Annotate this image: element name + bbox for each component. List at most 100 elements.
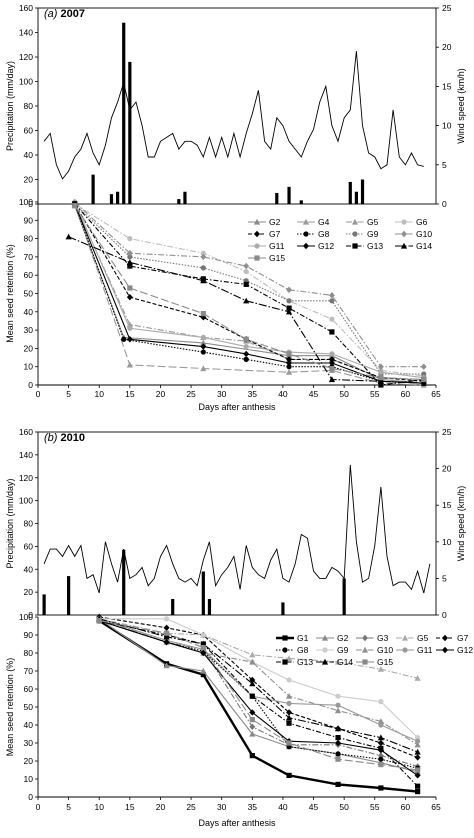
legend-marker-g11: [254, 243, 260, 249]
precip-bar: [207, 598, 212, 615]
precip-ytick-label: 20: [24, 587, 34, 597]
retention-xtick-label: 20: [156, 802, 166, 812]
series-point-g11: [243, 343, 249, 350]
retention-ytick-label: 60: [24, 270, 34, 280]
wind-ytick-label: 10: [442, 121, 452, 131]
retention-xtick-label: 40: [278, 802, 288, 812]
series-line-g11: [74, 201, 424, 379]
legend-label-g7: G7: [269, 229, 281, 239]
series-point-g4: [126, 361, 133, 368]
precip-ytick-label: 60: [24, 541, 34, 551]
wind-ylabel: Wind speed (km/h): [456, 486, 466, 562]
legend-label-g11: G11: [269, 241, 285, 251]
panel-label-b: (b): [44, 432, 61, 444]
series-point-g14: [420, 379, 427, 386]
precip-bar: [201, 571, 205, 615]
retention-ytick-label: 10: [24, 362, 34, 372]
series-point-g8: [121, 336, 127, 342]
legend-marker-g12: [442, 646, 448, 654]
series-point-g15: [378, 375, 384, 381]
series-line-g1: [98, 619, 418, 793]
retention-ytick-label: 50: [24, 702, 34, 712]
series-point-g6: [200, 250, 206, 256]
panel-year-a: 2007: [61, 8, 85, 20]
precip-ytick-label: 40: [24, 564, 34, 574]
legend-marker-g12: [303, 242, 309, 250]
panel-title-a: (a) 2007: [44, 8, 85, 20]
series-point-g8: [243, 356, 249, 362]
retention-xtick-label: 0: [36, 802, 41, 812]
precip-bar: [116, 191, 120, 204]
series-point-g10: [377, 363, 384, 370]
series-point-g15: [335, 756, 341, 762]
series-point-g10: [126, 250, 133, 257]
series-point-g10: [286, 286, 293, 294]
legend-marker-g14: [400, 242, 408, 249]
retention-xtick-label: 60: [401, 802, 411, 812]
legend-label-g13: G13: [367, 241, 383, 251]
retention-ylabel: Mean seed retention (%): [5, 658, 15, 757]
series-line-g11: [99, 618, 418, 742]
wind-ytick-label: 20: [442, 42, 452, 52]
series-point-g9: [329, 298, 335, 304]
retention-xtick-label: 55: [370, 802, 380, 812]
series-point-g3: [249, 723, 256, 730]
series-point-g12: [414, 772, 421, 779]
wind-ylabel: Wind speed (km/h): [456, 68, 466, 144]
series-point-g8: [378, 756, 384, 762]
retention-xtick-label: 30: [217, 802, 227, 812]
retention-xtick-label: 65: [431, 802, 441, 812]
legend-marker-g8: [303, 231, 309, 237]
series-point-g9: [200, 632, 206, 638]
series-point-g13: [249, 693, 255, 699]
series-point-g13: [415, 783, 421, 789]
series-point-g15: [286, 351, 292, 357]
series-point-g14: [200, 277, 207, 284]
legend-marker-g14: [321, 658, 329, 665]
series-point-g4: [200, 365, 207, 372]
series-point-g15: [200, 645, 206, 651]
series-point-g14: [65, 233, 72, 240]
series-point-g12: [200, 343, 207, 350]
legend-label-g12: G12: [457, 645, 473, 655]
retention-xtick-label: 65: [431, 389, 441, 399]
series-point-g9: [127, 254, 133, 260]
series-point-g15: [163, 630, 170, 636]
legend-label-g2: G2: [269, 217, 281, 227]
legend-marker-g7: [442, 634, 448, 642]
series-point-g10: [285, 693, 293, 699]
retention-ytick-label: 60: [24, 684, 34, 694]
retention-xtick-label: 55: [370, 389, 380, 399]
series-point-g9: [163, 616, 170, 622]
retention-ytick-label: 90: [24, 215, 34, 225]
series-line-g13: [99, 620, 418, 787]
legend-label-g11: G11: [417, 645, 433, 655]
precip-ytick-label: 60: [24, 126, 34, 136]
legend-label-g13: G13: [297, 657, 313, 667]
precip-ytick-label: 80: [24, 101, 34, 111]
series-line-g2: [98, 618, 418, 773]
series-point-g9: [286, 298, 292, 304]
series-point-g13: [243, 281, 249, 287]
series-point-g15: [378, 762, 384, 768]
precip-ylabel: Precipitation (mm/day): [5, 478, 15, 568]
series-point-g10: [420, 363, 427, 370]
series-point-g5: [334, 658, 342, 665]
series-point-g4: [285, 368, 293, 375]
wind-ytick-label: 25: [442, 427, 452, 437]
series-line-g6: [74, 203, 424, 377]
series-point-g13: [378, 745, 384, 751]
series-point-g9: [421, 371, 427, 377]
series-line-g3: [99, 618, 418, 767]
legend-label-g15: G15: [269, 253, 285, 263]
legend-label-g5: G5: [367, 217, 379, 227]
series-point-g5: [249, 651, 256, 658]
series-line-g15: [99, 620, 418, 771]
legend-marker-g5: [351, 218, 359, 225]
series-point-g9: [415, 735, 421, 741]
series-point-g7: [377, 739, 384, 747]
series-point-g14: [334, 725, 342, 732]
legend-label-g8: G8: [297, 645, 309, 655]
series-point-g5: [377, 666, 384, 672]
